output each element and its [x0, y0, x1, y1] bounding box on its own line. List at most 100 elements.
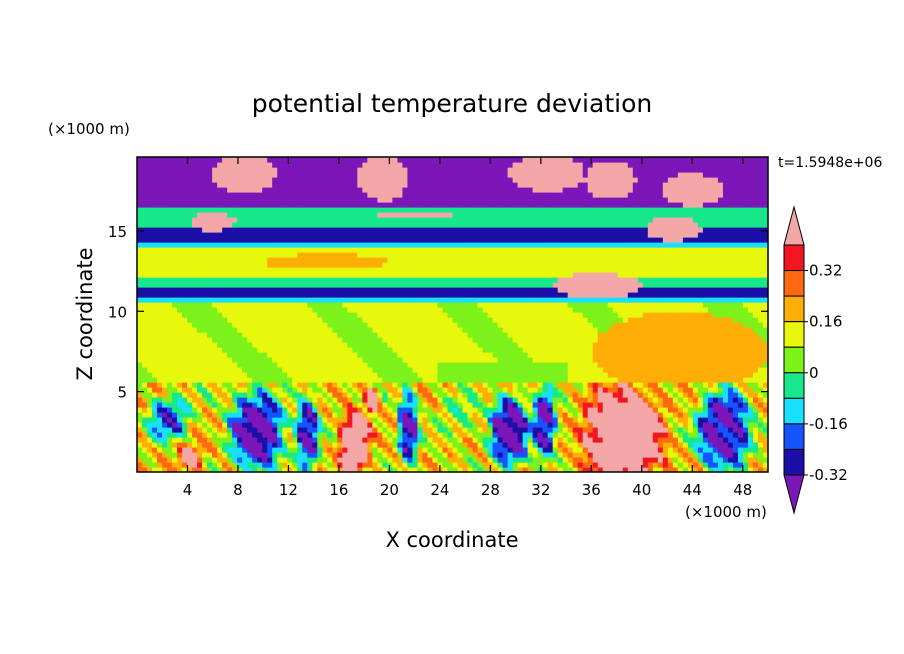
field-cell: [402, 442, 409, 448]
field-cell: [612, 287, 619, 293]
field-cell: [587, 372, 594, 378]
field-cell: [527, 322, 534, 328]
field-cell: [162, 277, 168, 283]
field-cell: [522, 322, 529, 328]
field-cell: [402, 287, 409, 293]
field-cell: [217, 442, 223, 448]
field-cell: [342, 327, 348, 333]
field-cell: [417, 402, 424, 408]
field-cell: [367, 457, 373, 463]
field-cell: [727, 382, 734, 388]
field-cell: [262, 377, 268, 383]
field-cell: [147, 362, 153, 368]
field-cell: [712, 402, 719, 408]
field-cell: [332, 462, 338, 468]
field-cell: [492, 422, 499, 428]
field-cell: [657, 442, 664, 448]
field-cell: [412, 307, 419, 313]
field-cell: [547, 402, 554, 408]
field-cell: [227, 422, 233, 428]
field-cell: [467, 327, 474, 333]
field-cell: [527, 342, 534, 348]
field-cell: [647, 282, 654, 288]
field-cell: [247, 442, 253, 448]
field-cell: [137, 412, 143, 418]
field-cell: [622, 432, 629, 438]
field-cell: [657, 317, 664, 323]
field-cell: [572, 462, 579, 468]
field-cell: [257, 427, 263, 433]
field-cell: [377, 407, 383, 413]
field-cell: [277, 422, 283, 428]
field-cell: [377, 442, 383, 448]
field-cell: [547, 287, 554, 293]
field-cell: [457, 307, 464, 313]
field-cell: [142, 272, 148, 278]
field-cell: [747, 297, 754, 303]
field-cell: [142, 307, 148, 313]
field-cell: [712, 412, 719, 418]
field-cell: [472, 442, 479, 448]
field-cell: [472, 447, 479, 453]
field-cell: [287, 327, 293, 333]
field-cell: [352, 362, 358, 368]
field-cell: [227, 437, 233, 443]
field-cell: [452, 322, 459, 328]
field-cell: [427, 467, 434, 472]
field-cell: [472, 462, 479, 468]
field-cell: [477, 417, 484, 423]
field-cell: [507, 362, 514, 368]
field-cell: [207, 287, 213, 293]
field-cell: [672, 452, 679, 458]
field-cell: [722, 427, 729, 433]
field-cell: [282, 457, 288, 463]
field-cell: [337, 422, 343, 428]
field-cell: [387, 402, 394, 408]
field-cell: [267, 407, 273, 413]
field-cell: [337, 317, 343, 323]
field-cell: [407, 427, 414, 433]
field-cell: [252, 332, 258, 338]
field-cell: [242, 327, 248, 333]
field-cell: [147, 307, 153, 313]
field-cell: [757, 442, 764, 448]
field-cell: [682, 382, 689, 388]
field-cell: [662, 457, 669, 463]
field-cell: [697, 432, 704, 438]
field-cell: [267, 372, 273, 378]
field-cell: [527, 372, 534, 378]
field-cell: [297, 377, 303, 383]
field-cell: [202, 327, 208, 333]
field-cell: [607, 337, 614, 343]
field-cell: [237, 387, 243, 393]
field-cell: [477, 382, 484, 388]
field-cell: [347, 352, 353, 358]
field-cell: [617, 292, 624, 298]
field-cell: [702, 342, 709, 348]
field-cell: [317, 367, 323, 373]
field-cell: [332, 332, 338, 338]
field-cell: [717, 342, 724, 348]
field-cell: [232, 292, 238, 298]
field-cell: [472, 337, 479, 343]
field-cell: [527, 457, 534, 463]
field-cell: [462, 302, 469, 308]
field-cell: [582, 327, 589, 333]
field-cell: [722, 462, 729, 468]
field-cell: [442, 287, 449, 293]
field-cell: [152, 422, 158, 428]
field-cell: [337, 457, 343, 463]
field-cell: [482, 412, 489, 418]
field-cell: [627, 417, 634, 423]
field-cell: [662, 437, 669, 443]
field-cell: [192, 317, 198, 323]
field-cell: [722, 397, 729, 403]
field-cell: [692, 397, 699, 403]
field-cell: [397, 272, 404, 278]
field-cell: [647, 467, 654, 472]
field-cell: [467, 437, 474, 443]
field-cell: [202, 462, 208, 468]
field-cell: [537, 337, 544, 343]
field-cell: [532, 392, 539, 398]
field-cell: [142, 292, 148, 298]
